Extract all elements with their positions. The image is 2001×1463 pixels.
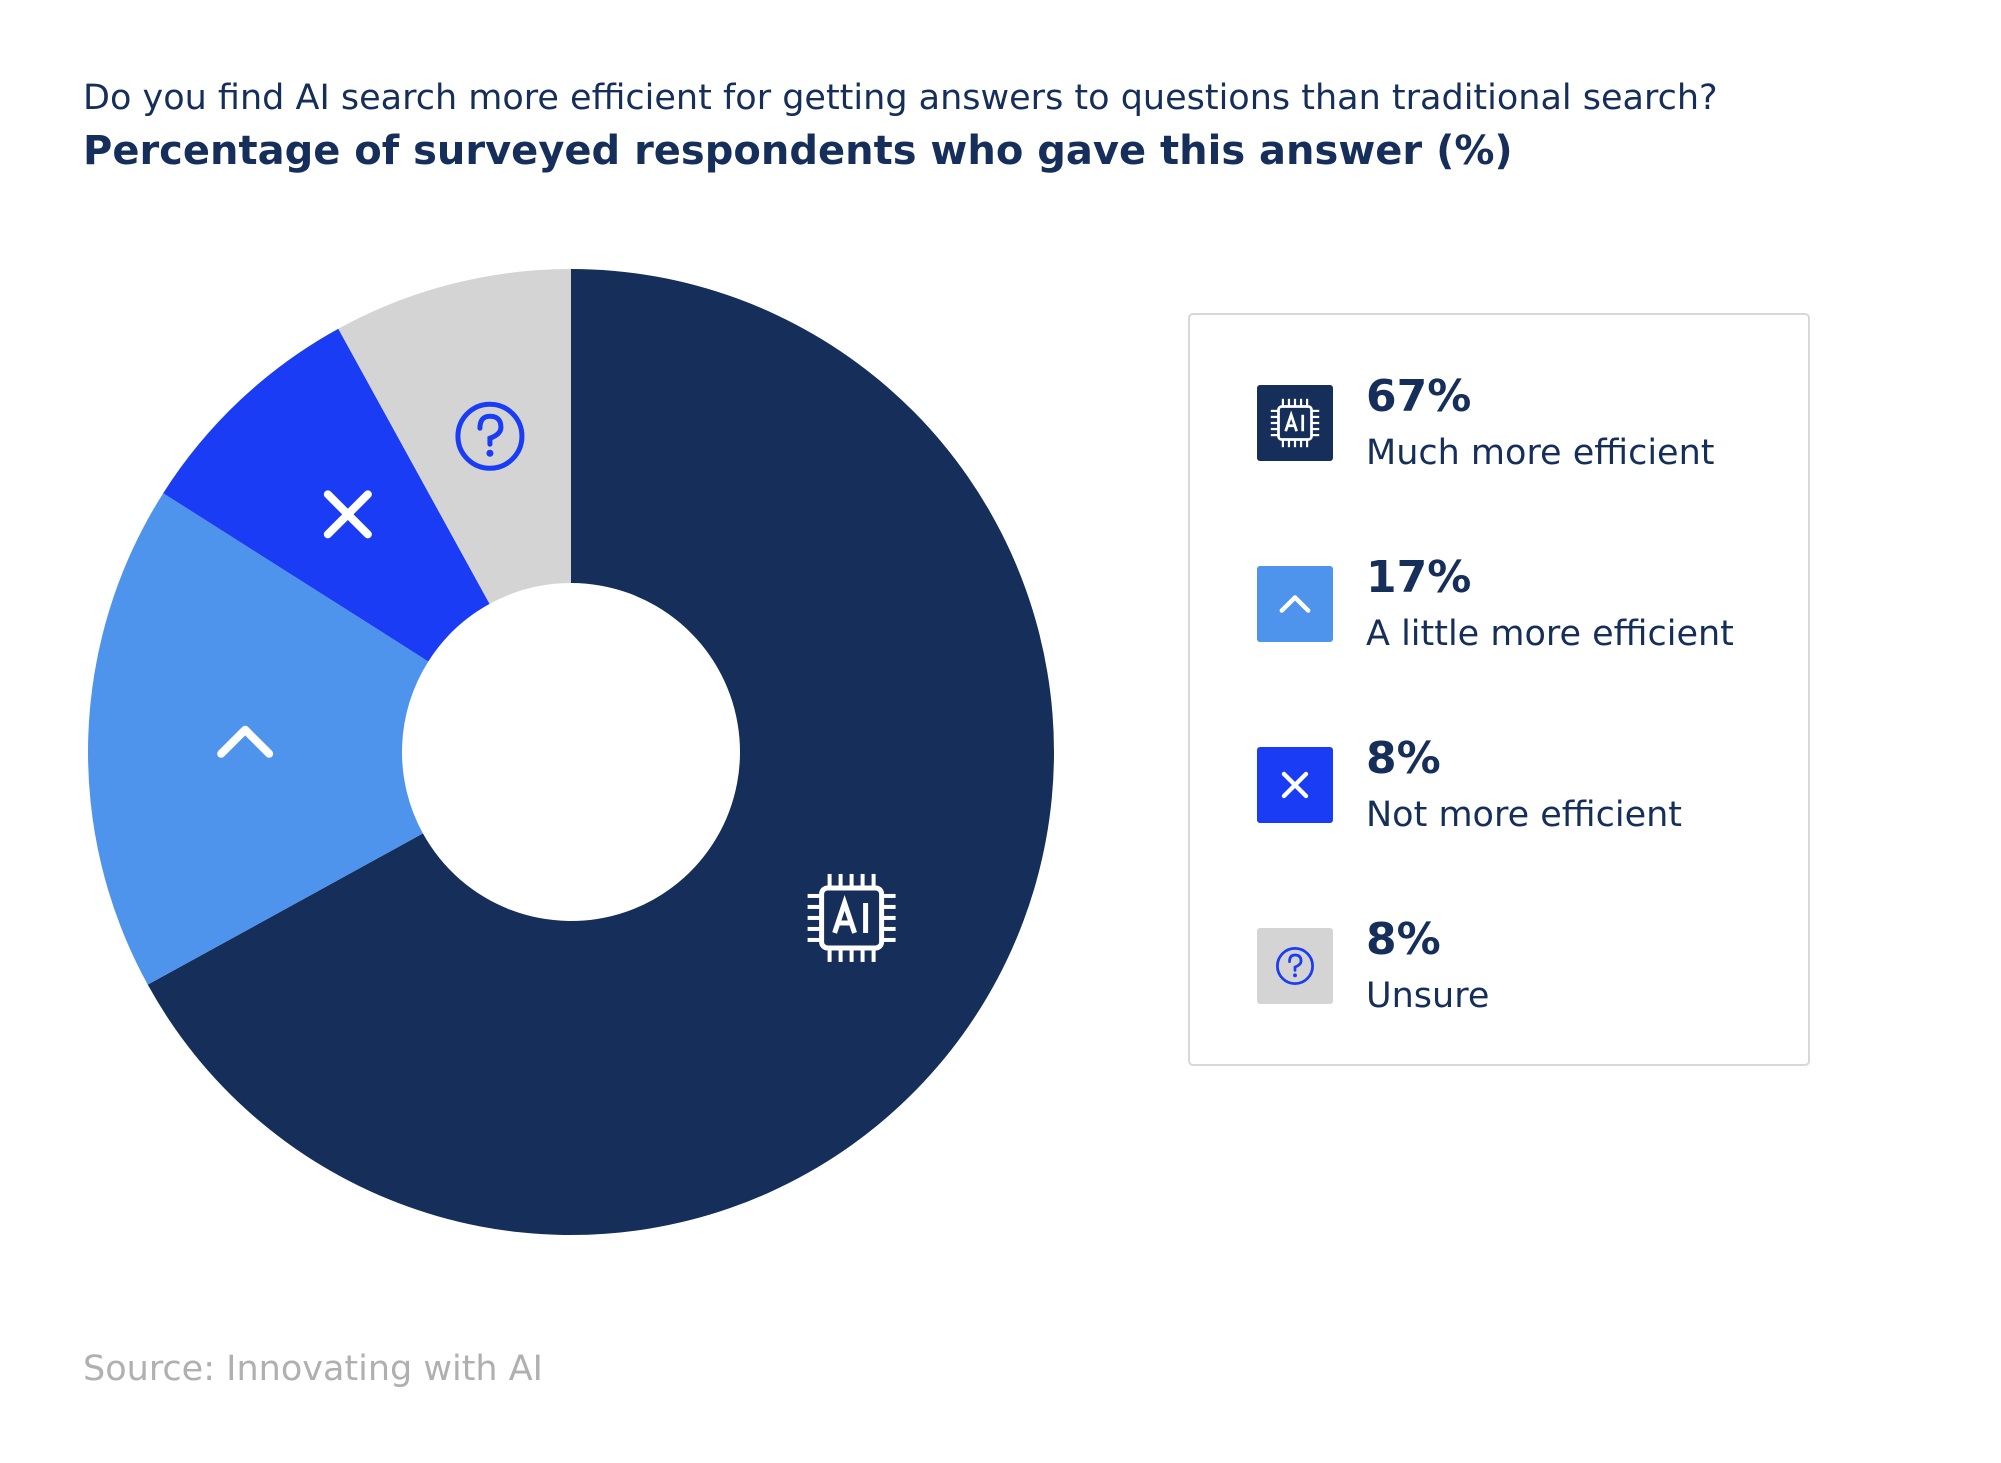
slice-icon [217, 725, 274, 758]
icon-dot [486, 449, 494, 457]
legend-label: A little more efficient [1366, 614, 1734, 654]
legend-swatch [1257, 566, 1333, 642]
legend-value: 67% [1366, 371, 1471, 422]
slice-icon [323, 490, 372, 539]
pie-slice [147, 269, 1054, 1235]
icon-question [1288, 953, 1303, 972]
legend-value: 8% [1366, 914, 1441, 965]
chart-title: Do you find AI search more efficient for… [83, 78, 1718, 118]
legend-label: Not more efficient [1366, 795, 1682, 835]
icon-question [477, 413, 504, 447]
icon-circle [455, 401, 525, 471]
legend-label: Unsure [1366, 976, 1489, 1016]
icon-chevron [1279, 595, 1311, 613]
icon-chevron [217, 725, 274, 758]
legend-label: Much more efficient [1366, 433, 1715, 473]
icon-letters [1284, 410, 1305, 432]
legend-value: 8% [1366, 733, 1441, 784]
icon-letters [832, 895, 869, 934]
legend-icon [1270, 398, 1320, 448]
legend-box [1188, 313, 1810, 1066]
legend-value: 17% [1366, 552, 1471, 603]
slice-icon [807, 873, 896, 962]
slice-icon [455, 401, 525, 471]
legend-icon [1281, 771, 1309, 799]
icon-dot [1293, 973, 1297, 978]
legend-icon [1279, 595, 1311, 613]
icon-cross [323, 490, 372, 539]
legend-icon [1276, 947, 1314, 985]
source-note: Source: Innovating with AI [83, 1349, 543, 1389]
pie-slice [338, 269, 571, 604]
icon-cross [1281, 771, 1309, 799]
icon-circle [1276, 947, 1314, 985]
chart-subtitle: Percentage of surveyed respondents who g… [83, 128, 1513, 174]
